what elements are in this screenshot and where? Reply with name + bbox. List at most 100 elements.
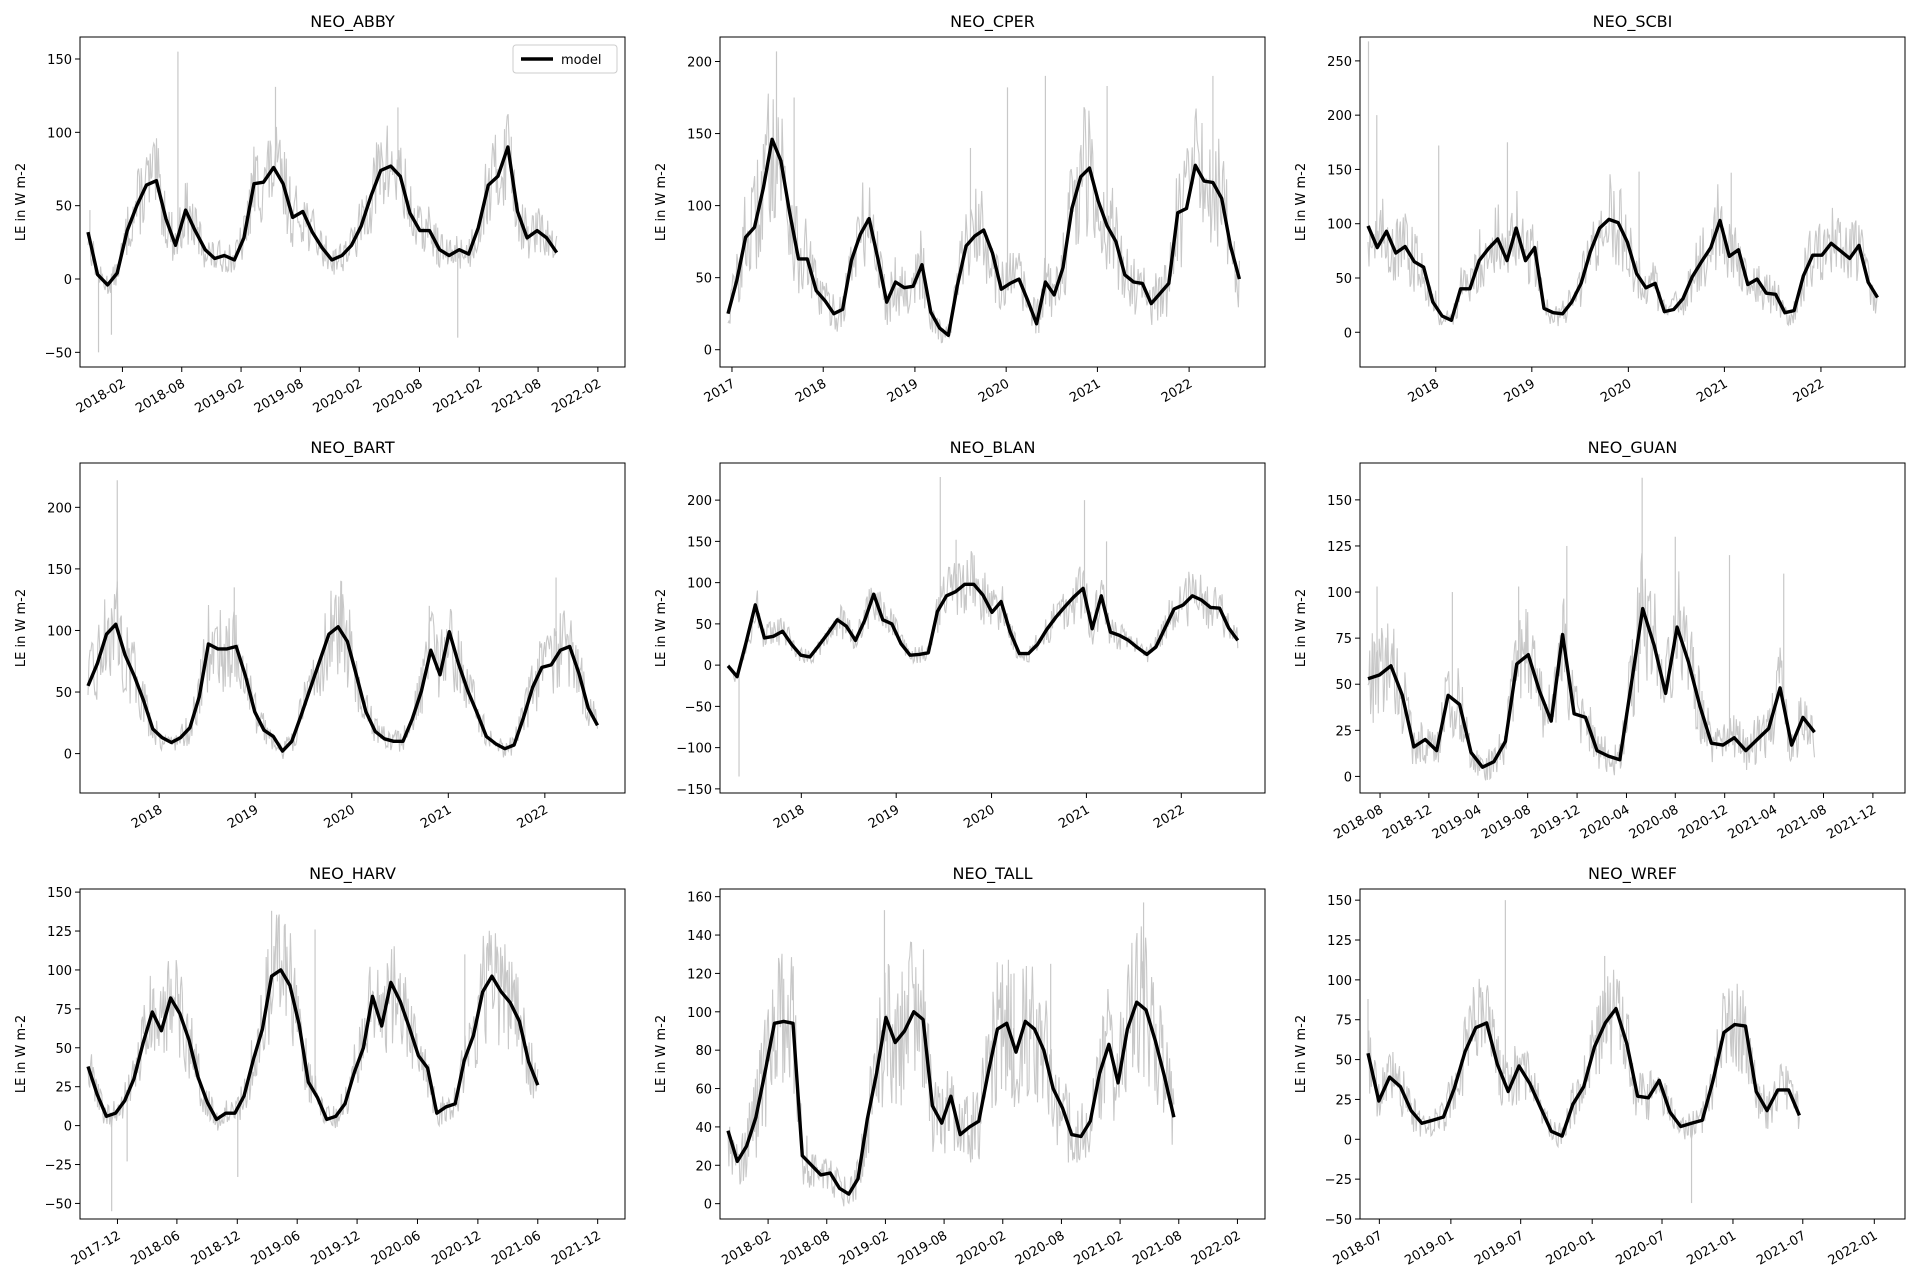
y-tick-label: 160: [687, 891, 712, 906]
y-axis-label: LE in W m-2: [1294, 589, 1309, 667]
observed-series: [1367, 41, 1879, 327]
y-tick-label: 200: [47, 501, 72, 516]
y-tick-label: 120: [687, 967, 712, 982]
y-tick-label: 100: [1327, 586, 1352, 601]
x-tick-label: 2020-06: [369, 1228, 424, 1268]
plot-frame: [719, 462, 1266, 794]
x-tick-label: 2021-12: [1824, 802, 1879, 842]
model-line: [1366, 1006, 1801, 1138]
x-tick-label: 2020-07: [1613, 1228, 1668, 1268]
y-tick-label: −25: [45, 1159, 72, 1174]
chart-title: NEO_ABBY: [310, 12, 395, 32]
y-tick-label: 0: [704, 344, 712, 359]
x-tick-label: 2021-02: [1072, 1228, 1127, 1268]
chart-panel: NEO_BART LE in W m-2 0 50 100 150 200 2018 2019 2…: [14, 438, 626, 832]
y-tick-label: 60: [695, 1083, 712, 1098]
x-tick-label: 2018-08: [1332, 802, 1387, 842]
x-tick-label: 2018: [1406, 376, 1442, 406]
y-tick-label: 100: [1327, 218, 1352, 233]
plot-frame: [1359, 888, 1906, 1220]
x-tick-label: 2017: [702, 376, 738, 406]
x-tick-label: 2019: [225, 802, 261, 832]
model-line: [86, 145, 559, 287]
x-tick-label: 2019-12: [1529, 802, 1584, 842]
x-tick-label: 2020-12: [1676, 802, 1731, 842]
x-tick-label: 2019-01: [1402, 1228, 1457, 1268]
x-tick-label: 2020-08: [371, 376, 426, 416]
x-tick-label: 2020: [961, 802, 997, 832]
y-axis-label: LE in W m-2: [654, 1015, 669, 1093]
observed-line: [1367, 969, 1800, 1149]
x-tick-label: 2021-08: [1775, 802, 1830, 842]
x-tick-label: 2019-08: [1479, 802, 1534, 842]
y-tick-label: 100: [687, 200, 712, 215]
x-tick-label: 2018-08: [778, 1228, 833, 1268]
y-tick-label: 50: [1335, 678, 1352, 693]
y-tick-label: 150: [47, 563, 72, 578]
x-tick-label: 2022: [1151, 802, 1187, 832]
x-tick-label: 2021-08: [490, 376, 545, 416]
chart-title: NEO_HARV: [309, 864, 396, 884]
y-tick-label: 40: [695, 1121, 712, 1136]
x-tick-label: 2020-02: [954, 1228, 1009, 1268]
y-tick-label: 150: [47, 886, 72, 901]
observed-line: [87, 113, 558, 294]
x-tick-label: 2018: [793, 376, 829, 406]
model-line: [726, 137, 1242, 337]
plot-frame: [79, 36, 626, 368]
y-tick-label: 0: [64, 1120, 72, 1135]
x-tick-label: 2021-04: [1726, 802, 1781, 842]
y-tick-label: 75: [1335, 1014, 1352, 1029]
y-tick-label: 200: [1327, 109, 1352, 124]
model-line: [86, 968, 540, 1122]
observed-line: [727, 551, 1239, 682]
y-tick-label: −50: [45, 346, 72, 361]
x-tick-label: 2018-06: [128, 1228, 183, 1268]
y-tick-label: 125: [1327, 934, 1352, 949]
y-tick-label: 150: [1327, 894, 1352, 909]
x-tick-label: 2020-08: [1627, 802, 1682, 842]
legend-box: [512, 44, 618, 74]
x-tick-label: 2019-02: [193, 376, 248, 416]
x-tick-label: 2022: [515, 802, 551, 832]
x-tick-label: 2021-08: [1130, 1228, 1185, 1268]
y-tick-label: 75: [1335, 632, 1352, 647]
chart-panel: NEO_HARV LE in W m-2 −50 −25 0 25 50 75 100 125 15…: [14, 864, 626, 1269]
x-tick-label: 2017-12: [69, 1228, 124, 1268]
y-tick-label: 100: [47, 624, 72, 639]
chart-title: NEO_BLAN: [950, 438, 1036, 458]
y-tick-label: 75: [55, 1003, 72, 1018]
plot-frame: [1359, 462, 1906, 794]
y-tick-label: 0: [1344, 770, 1352, 785]
y-tick-label: 150: [1327, 163, 1352, 178]
x-tick-label: 2021-12: [549, 1228, 604, 1268]
x-tick-label: 2022-02: [549, 376, 604, 416]
chart-title: NEO_BART: [310, 438, 395, 458]
y-tick-label: 150: [1327, 494, 1352, 509]
y-tick-label: 100: [47, 964, 72, 979]
x-tick-label: 2020-12: [429, 1228, 484, 1268]
x-tick-label: 2019-08: [896, 1228, 951, 1268]
x-tick-label: 2019: [1502, 376, 1538, 406]
y-tick-label: 0: [1344, 1133, 1352, 1148]
observed-series: [727, 51, 1240, 344]
x-tick-label: 2019-02: [837, 1228, 892, 1268]
chart-panel: NEO_BLAN LE in W m-2 −150 −100 −50 0 50 100 150 2…: [654, 438, 1266, 832]
y-tick-label: 50: [1335, 272, 1352, 287]
x-tick-label: 2020: [322, 802, 358, 832]
y-tick-label: 50: [55, 1042, 72, 1057]
plot-frame: [719, 888, 1266, 1220]
x-tick-label: 2019-04: [1430, 802, 1485, 842]
x-tick-label: 2018-02: [74, 376, 129, 416]
y-tick-label: 50: [695, 618, 712, 633]
x-tick-label: 2021-07: [1754, 1228, 1809, 1268]
plot-frame: [719, 36, 1266, 368]
x-tick-label: 2021-01: [1684, 1228, 1739, 1268]
y-tick-label: 150: [687, 128, 712, 143]
x-tick-label: 2018: [771, 802, 807, 832]
x-tick-label: 2022: [1791, 376, 1827, 406]
model-line: [86, 622, 599, 753]
y-axis-label: LE in W m-2: [654, 589, 669, 667]
